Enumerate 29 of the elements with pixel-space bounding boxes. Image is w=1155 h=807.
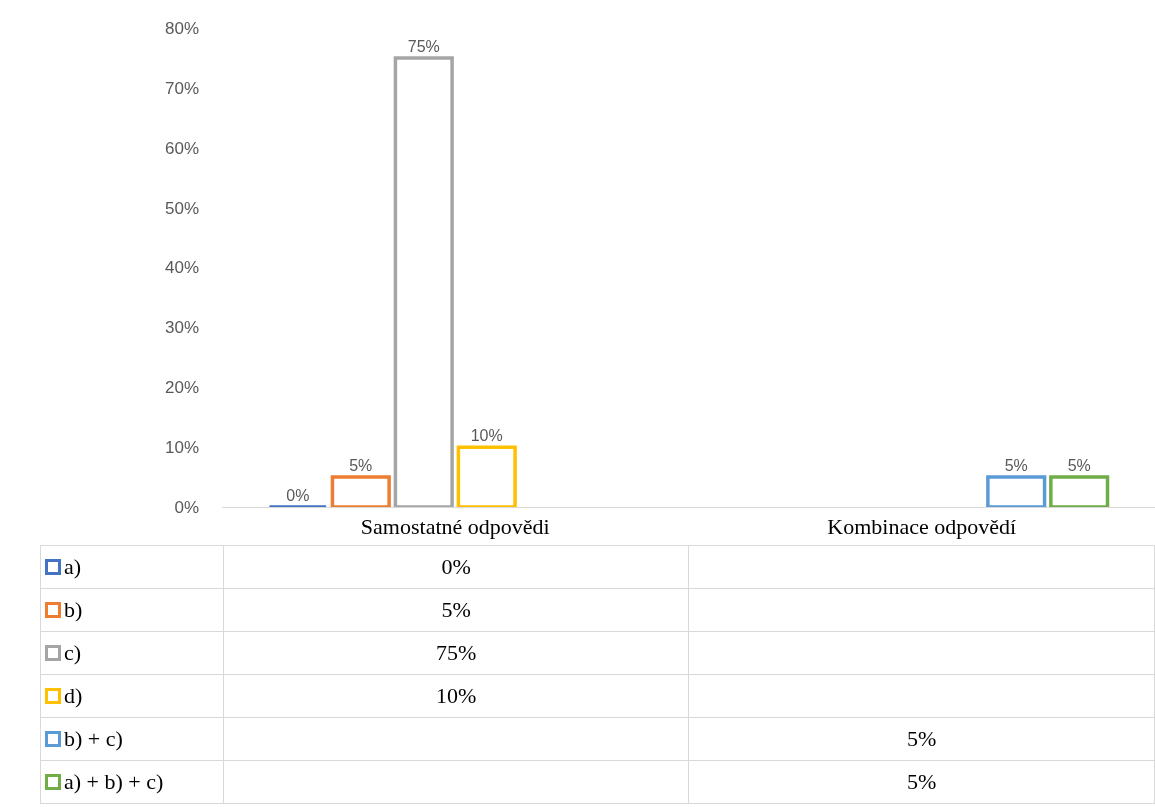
text: 5% bbox=[441, 597, 471, 622]
y-tick-label: 50% bbox=[164, 198, 199, 218]
legend-label: b) + c) bbox=[64, 726, 123, 751]
data-label: 0% bbox=[286, 487, 310, 504]
data-label: 5% bbox=[1067, 457, 1091, 475]
x-tick-label: Samostatné odpovědi bbox=[360, 514, 550, 540]
legend-label: d) bbox=[64, 683, 83, 708]
text: 5% bbox=[907, 726, 937, 751]
y-tick-label: 60% bbox=[164, 138, 199, 158]
legend-label: a) bbox=[64, 554, 82, 579]
y-tick-label: 40% bbox=[164, 258, 199, 278]
text: 10% bbox=[435, 683, 477, 708]
y-tick-label: 70% bbox=[164, 78, 199, 98]
y-tick-label: 10% bbox=[164, 438, 199, 458]
data-label: 5% bbox=[349, 457, 373, 475]
y-tick-label: 80% bbox=[164, 18, 199, 38]
legend-label: c) bbox=[64, 640, 82, 665]
y-tick-label: 20% bbox=[164, 378, 199, 398]
text: 5% bbox=[907, 769, 937, 794]
x-tick-label: Kombinace odpovědí bbox=[827, 514, 1017, 540]
data-label: 10% bbox=[470, 427, 503, 445]
text: 0% bbox=[441, 554, 471, 579]
data-label: 75% bbox=[407, 37, 440, 55]
legend-label: b) bbox=[64, 597, 83, 622]
y-tick-label: 0% bbox=[174, 497, 199, 517]
y-tick-label: 30% bbox=[164, 318, 199, 338]
data-label: 5% bbox=[1004, 457, 1028, 475]
text: 75% bbox=[435, 640, 477, 665]
legend-label: a) + b) + c) bbox=[64, 769, 164, 794]
